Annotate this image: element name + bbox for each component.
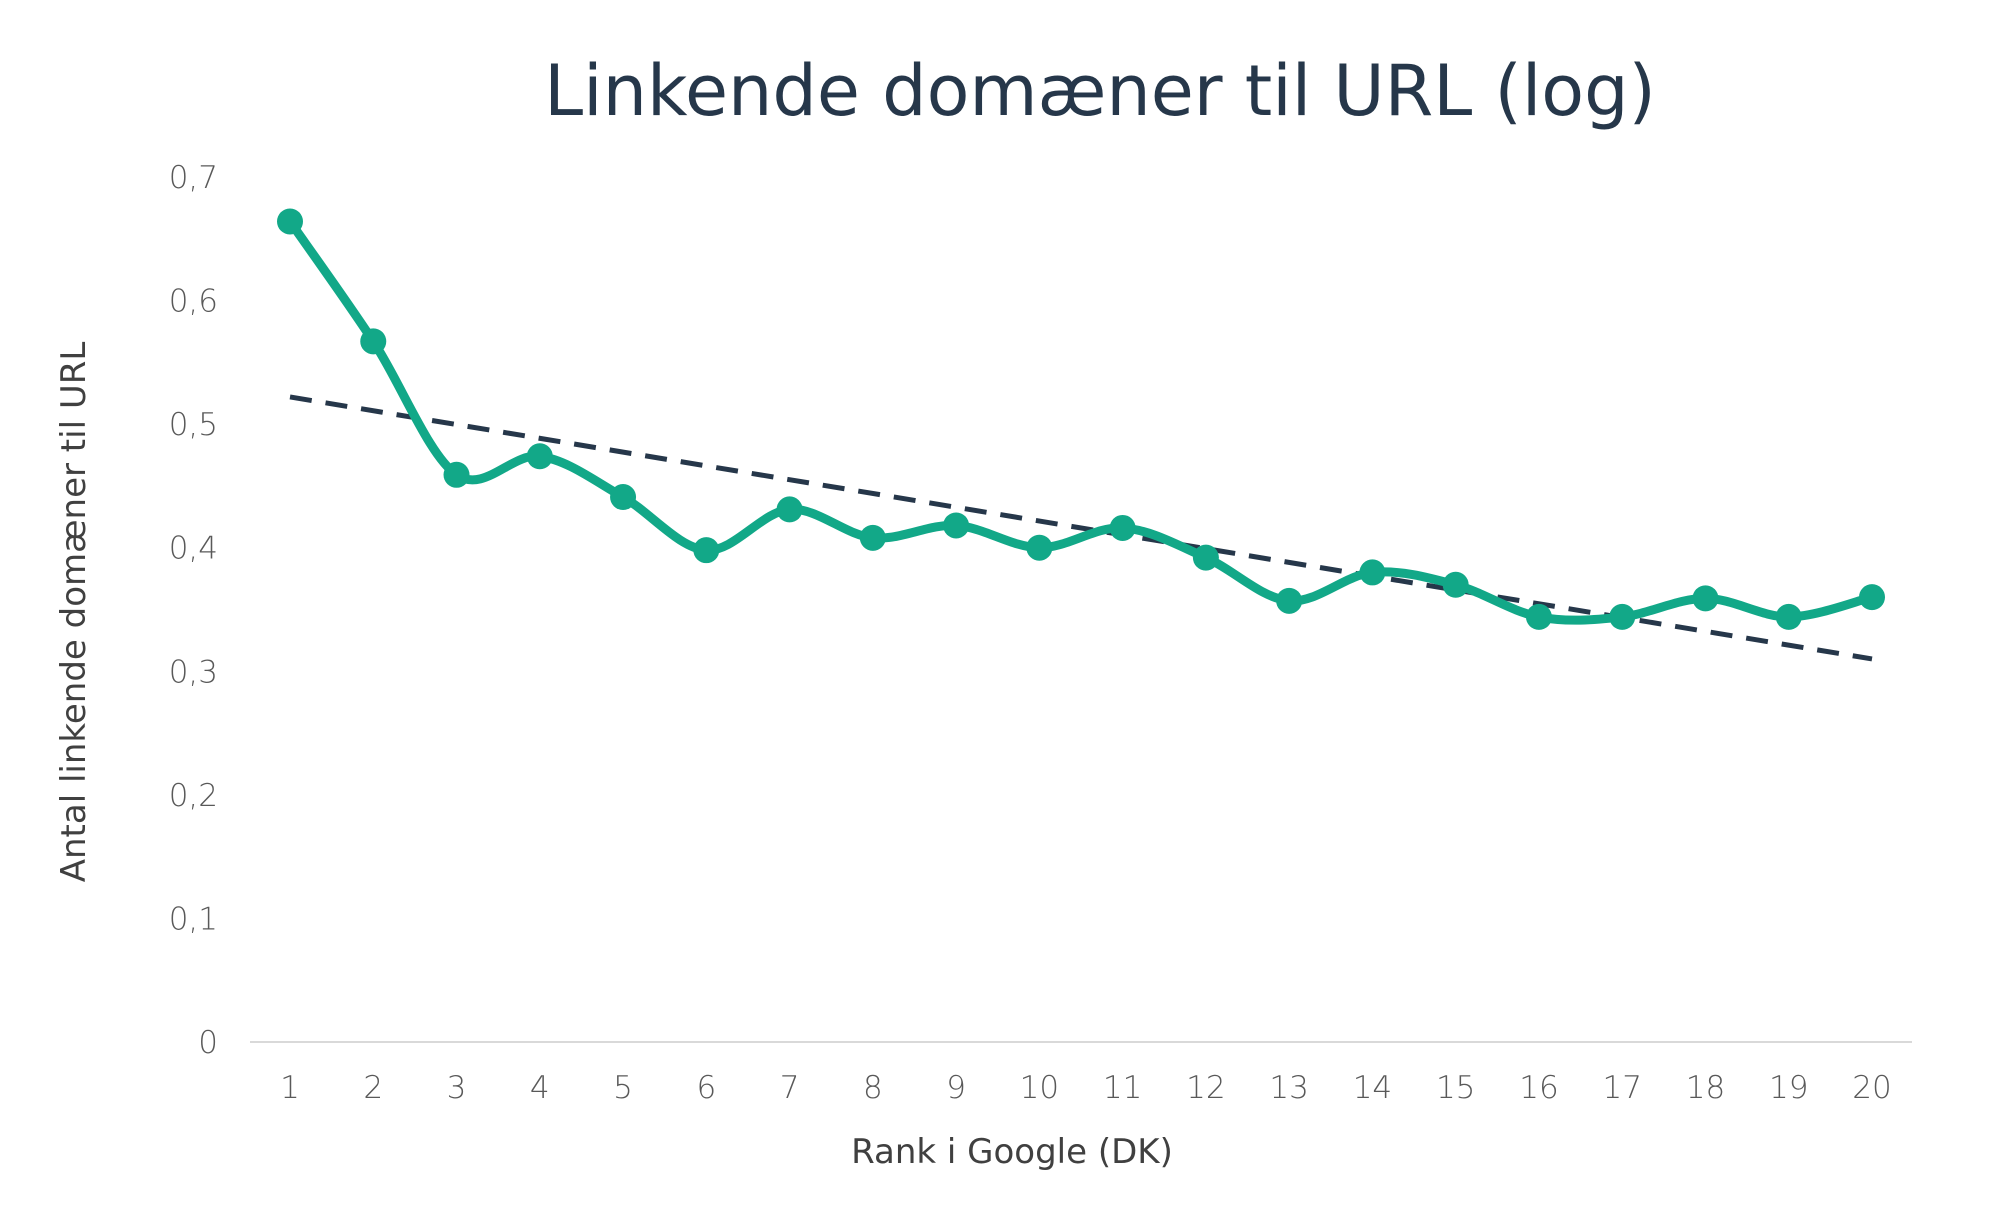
- x-tick-label: 3: [447, 1070, 467, 1106]
- x-tick-label: 10: [1020, 1070, 1059, 1106]
- series-group: [277, 208, 1885, 630]
- y-tick-label: 0,7: [169, 160, 218, 196]
- data-point: [1276, 587, 1303, 614]
- x-tick-label: 2: [363, 1070, 383, 1106]
- data-point: [1442, 571, 1469, 598]
- x-tick-label: 5: [613, 1070, 633, 1106]
- x-tick-label: 9: [946, 1070, 966, 1106]
- x-axis-ticks: 1 2 3 4 5 6 7 8 9 10 11 12 13 14 15 16 17 18 19 20: [280, 1070, 1892, 1106]
- data-point: [776, 496, 803, 523]
- x-tick-label: 19: [1769, 1070, 1808, 1106]
- data-point: [1026, 534, 1053, 561]
- y-axis-title: Antal linkende domæner til URL: [54, 342, 94, 883]
- data-point: [943, 512, 970, 539]
- x-tick-label: 18: [1686, 1070, 1725, 1106]
- y-tick-label: 0: [198, 1025, 218, 1061]
- data-point: [1859, 584, 1885, 611]
- x-tick-label: 15: [1436, 1070, 1475, 1106]
- y-tick-label: 0,2: [169, 778, 218, 814]
- data-point: [526, 443, 553, 470]
- data-point: [277, 208, 303, 235]
- data-point: [693, 537, 720, 564]
- y-tick-label: 0,6: [169, 284, 218, 320]
- x-tick-label: 1: [280, 1070, 300, 1106]
- y-tick-label: 0,4: [169, 531, 218, 567]
- data-point: [1109, 514, 1136, 541]
- data-point: [1692, 585, 1719, 612]
- data-point: [1525, 603, 1552, 630]
- series-line: [285, 216, 1877, 625]
- x-tick-label: 20: [1852, 1070, 1891, 1106]
- data-point: [1775, 603, 1802, 630]
- x-tick-label: 8: [863, 1070, 883, 1106]
- data-point: [1609, 603, 1636, 630]
- x-tick-label: 17: [1602, 1070, 1641, 1106]
- x-tick-label: 13: [1269, 1070, 1308, 1106]
- x-tick-label: 6: [696, 1070, 716, 1106]
- x-tick-label: 12: [1186, 1070, 1225, 1106]
- y-axis-ticks: 0 0,1 0,2 0,3 0,4 0,5 0,6 0,7: [169, 160, 218, 1061]
- y-tick-label: 0,3: [169, 654, 218, 690]
- x-tick-label: 11: [1103, 1070, 1142, 1106]
- x-axis-title: Rank i Google (DK): [851, 1132, 1173, 1172]
- data-point: [1359, 559, 1386, 586]
- data-point: [1192, 544, 1219, 571]
- y-tick-label: 0,5: [169, 407, 218, 443]
- x-tick-label: 16: [1519, 1070, 1558, 1106]
- x-tick-label: 7: [780, 1070, 800, 1106]
- data-point: [443, 461, 470, 488]
- chart-title: Linkende domæner til URL (log): [544, 50, 1656, 132]
- x-tick-label: 4: [530, 1070, 550, 1106]
- y-tick-label: 0,1: [169, 901, 218, 937]
- data-point: [859, 524, 886, 551]
- x-tick-label: 14: [1353, 1070, 1392, 1106]
- data-point: [360, 328, 387, 355]
- data-point: [610, 484, 637, 511]
